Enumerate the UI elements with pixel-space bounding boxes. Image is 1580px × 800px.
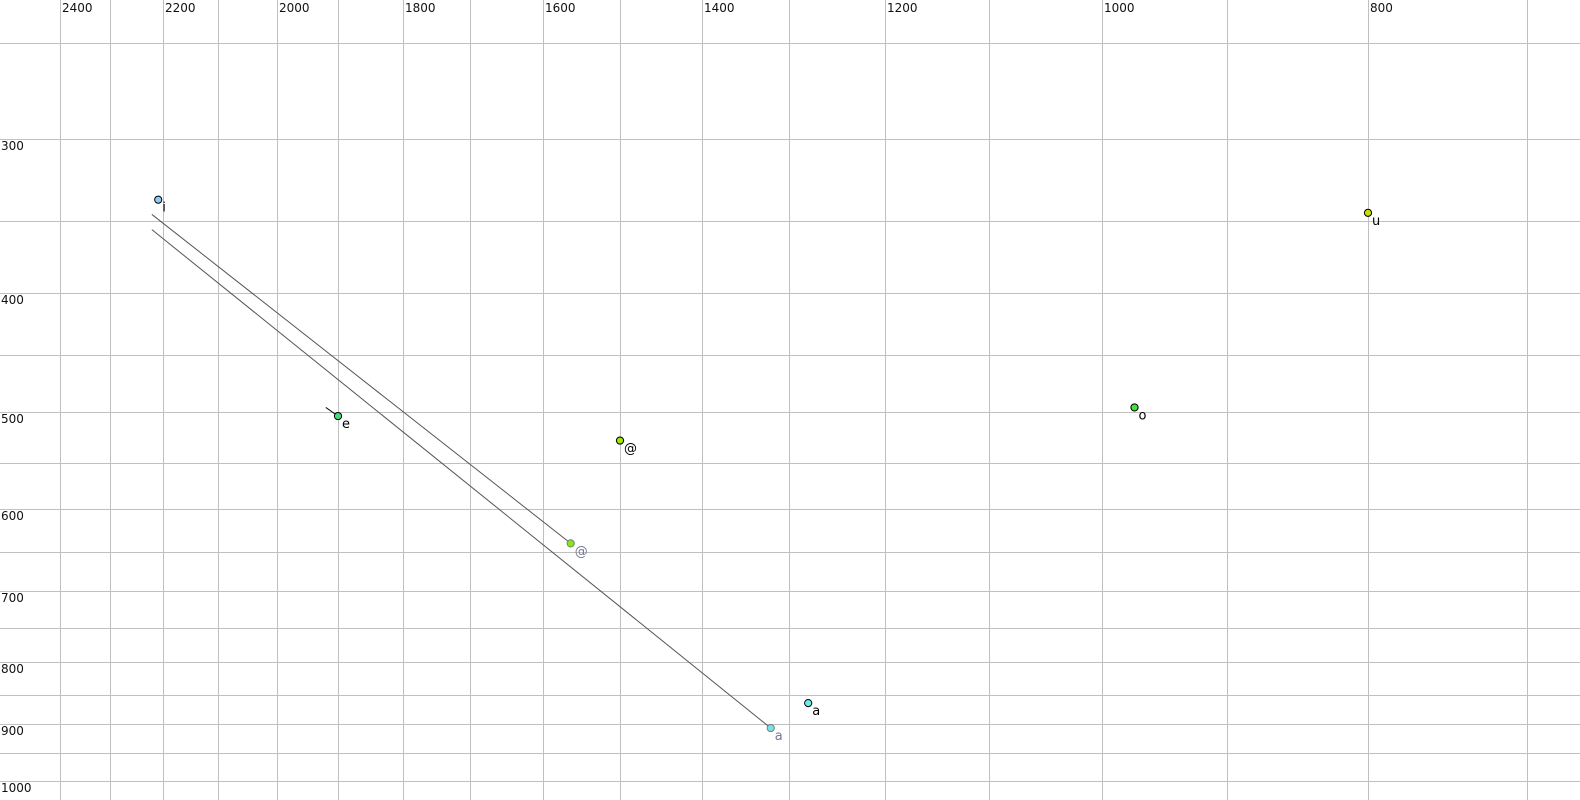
y-tick-label: 500 [1,412,24,426]
y-tick-label: 800 [1,662,24,676]
data-point[interactable] [615,436,625,445]
y-tick-label: 700 [1,591,24,605]
data-point[interactable] [1130,403,1139,412]
x-tick-label: 1800 [405,1,436,15]
point-label: e [342,417,350,432]
data-point[interactable] [566,539,575,548]
tick-labels: 2400 2200 2000 1800 1600 1400 1200 1000 800 300 40… [1,1,1393,795]
y-tick-label: 900 [1,724,24,738]
x-tick-label: 2200 [165,1,196,15]
point-label: a [775,729,783,744]
x-tick-label: 2400 [62,1,93,15]
trajectory-line [151,214,572,544]
y-tick-label: 400 [1,293,24,307]
point-label: u [1372,214,1380,229]
trajectories [151,214,772,729]
data-point[interactable] [154,195,163,204]
point-label: @ [575,544,588,559]
point-label: @ [624,442,637,457]
x-tick-label: 1200 [887,1,918,15]
x-tick-label: 800 [1370,1,1393,15]
data-point[interactable] [804,699,813,708]
point-label: a [812,704,820,719]
y-tick-label: 300 [1,139,24,153]
data-point[interactable] [333,411,343,421]
data-point[interactable] [766,723,775,733]
points: i u e o @ @ a a [154,195,1380,744]
x-tick-label: 2000 [279,1,310,15]
data-point[interactable] [1363,208,1373,217]
x-tick-label: 1600 [545,1,576,15]
x-tick-label: 1000 [1104,1,1135,15]
point-label: o [1139,408,1147,423]
y-tick-label: 600 [1,509,24,523]
y-tick-label: 1000 [1,781,32,795]
x-tick-label: 1400 [704,1,735,15]
point-label: i [162,201,166,216]
trajectory-line [151,229,772,729]
